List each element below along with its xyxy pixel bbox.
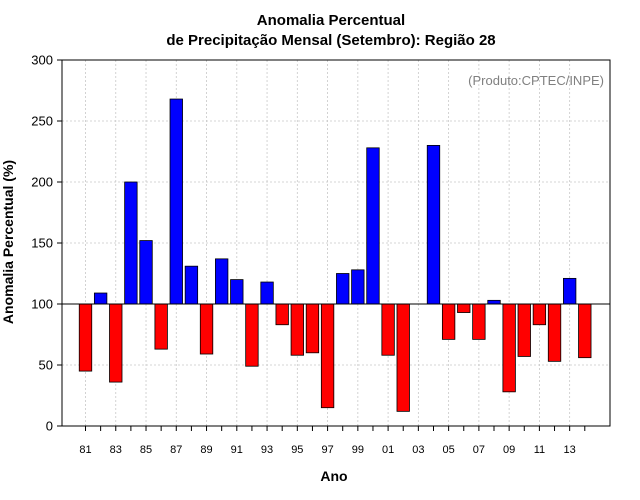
- bar-86: [154, 303, 168, 350]
- bar-93: [260, 281, 274, 305]
- bar-05: [441, 303, 456, 340]
- y-tick-label: 100: [31, 297, 53, 312]
- y-tick-label: 50: [39, 358, 53, 373]
- x-tick-label: 09: [503, 444, 515, 456]
- bar-99: [351, 269, 365, 305]
- bar-06: [457, 303, 471, 313]
- x-tick-label: 87: [170, 444, 182, 456]
- bar-04: [426, 144, 441, 305]
- x-tick-label: 85: [140, 444, 152, 456]
- x-tick-label: 05: [442, 444, 454, 456]
- x-tick-label: 13: [564, 444, 576, 456]
- bar-97: [320, 303, 335, 409]
- bar-10: [517, 303, 531, 357]
- x-tick-label: 97: [321, 444, 333, 456]
- bar-91: [230, 279, 244, 305]
- x-tick-label: 07: [473, 444, 485, 456]
- bar-96: [305, 303, 320, 354]
- bar-08: [487, 299, 501, 305]
- y-tick-label: 250: [31, 114, 53, 129]
- bar-98: [336, 273, 350, 305]
- bar-88: [184, 265, 199, 305]
- bar-09: [502, 303, 516, 393]
- bar-81: [78, 303, 93, 372]
- bar-14: [578, 303, 592, 359]
- plot-frame: [61, 59, 611, 427]
- x-axis: 81 83 85 87 89 91 93 95 97 99 01 03 05 07 09 11 13: [79, 426, 586, 456]
- x-tick-label: 99: [352, 444, 364, 456]
- bar-84: [124, 181, 138, 305]
- x-tick-label: 11: [534, 444, 545, 456]
- x-tick-label: 95: [291, 444, 303, 456]
- y-tick-label: 300: [31, 53, 53, 68]
- y-axis-label: Anomalia Percentual (%): [0, 160, 16, 324]
- x-tick-label: 01: [382, 444, 394, 456]
- chart-subtitle: de Precipitação Mensal (Setembro): Regiã…: [166, 32, 495, 49]
- y-tick-label: 150: [31, 236, 53, 251]
- x-tick-label: 93: [261, 444, 273, 456]
- y-tick-label: 0: [46, 419, 53, 434]
- bar-87: [169, 98, 183, 305]
- bar-83: [109, 303, 123, 383]
- credit-text: (Produto:CPTEC/INPE): [468, 73, 604, 88]
- bar-85: [139, 240, 153, 305]
- bar-82: [93, 292, 108, 305]
- bar-11: [532, 303, 547, 326]
- x-tick-label: 81: [79, 444, 91, 456]
- bar-92: [245, 303, 259, 367]
- bar-90: [215, 258, 229, 305]
- bar-00: [366, 147, 380, 305]
- bar-02: [396, 303, 410, 412]
- bar-94: [275, 303, 289, 326]
- bars: [78, 98, 592, 412]
- y-tick-label: 200: [31, 175, 53, 190]
- bar-95: [290, 303, 304, 356]
- bar-07: [472, 303, 486, 340]
- bar-12: [547, 303, 562, 362]
- x-axis-label: Ano: [320, 468, 347, 484]
- x-tick-label: 91: [231, 444, 243, 456]
- bar-01: [381, 303, 395, 356]
- chart-title: Anomalia Percentual: [257, 12, 405, 29]
- x-tick-label: 89: [200, 444, 212, 456]
- x-tick-label: 83: [110, 444, 122, 456]
- bar-13: [563, 277, 577, 305]
- bar-89: [199, 303, 214, 355]
- y-axis: 0 50 100 150 200 250 300: [31, 53, 62, 434]
- x-tick-label: 03: [412, 444, 424, 456]
